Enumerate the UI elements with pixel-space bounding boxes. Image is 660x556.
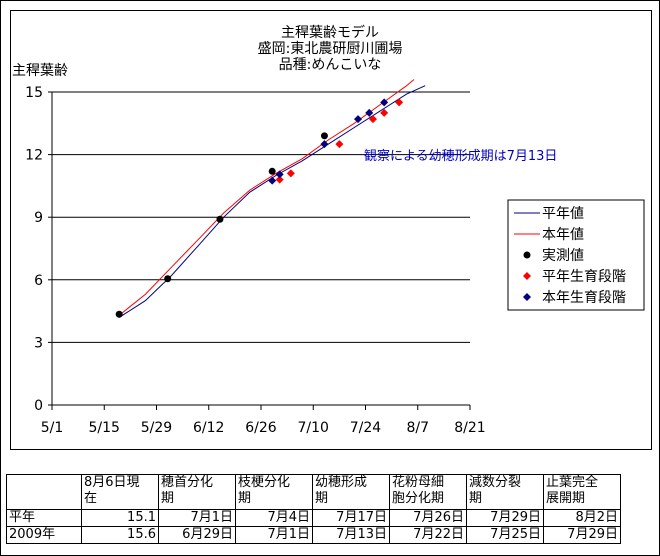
table-header-row: 8月6日現在穂首分化期枝梗分化期幼穂形成期花粉母細 胞分化期 減数分裂期止葉完全 展開… xyxy=(6,474,621,510)
table-cell: 15.6 xyxy=(81,526,159,544)
table-header-cell: 8月6日現在 xyxy=(81,474,159,510)
title-line-3: 品種:めんこいな xyxy=(279,57,382,73)
table-cell: 7月4日 xyxy=(235,509,313,527)
y-tick-label: 15 xyxy=(25,85,43,101)
series xyxy=(115,79,426,318)
legend-label: 平年生育段階 xyxy=(542,269,626,285)
table-cell: 7月25日 xyxy=(466,526,544,544)
table-header-cell: 枝梗分化期 xyxy=(235,474,313,510)
table-header-cell xyxy=(6,474,82,510)
legend-box xyxy=(507,199,645,311)
x-tick-label: 8/7 xyxy=(406,420,429,436)
stage-point xyxy=(380,108,389,117)
header-line: 展開期 xyxy=(546,491,586,506)
header-line: 減数分裂 xyxy=(469,475,522,490)
data-point xyxy=(320,132,328,140)
legend-label: 平年値 xyxy=(542,206,584,222)
stage-point xyxy=(380,98,389,107)
annotation-text: 観察による幼穂形成期は7月13日 xyxy=(364,149,557,164)
header-line: 胞分化期 xyxy=(392,491,445,506)
table-cell: 7月22日 xyxy=(389,526,467,544)
stage-point xyxy=(320,140,329,149)
header-line: 期 xyxy=(238,491,252,506)
table-cell: 7月1日 xyxy=(235,526,313,544)
table-row: 2009年 15.6 6月29日 7月1日 7月13日 7月22日 7月25日 7月29日 xyxy=(6,526,621,544)
table-cell: 7月29日 xyxy=(543,526,621,544)
legend-label: 本年生育段階 xyxy=(542,290,626,306)
table-row: 平年 15.1 7月1日 7月4日 7月17日 7月26日 7月29日 8月2日 xyxy=(6,509,621,527)
y-tick-label: 9 xyxy=(34,210,43,226)
x-tick-label: 7/24 xyxy=(350,420,382,436)
table-header-cell: 穂首分化期 xyxy=(158,474,236,510)
header-line: 期 xyxy=(469,491,483,506)
x-tick-label: 5/29 xyxy=(141,420,172,436)
y-axis-label: 主稈葉齢 xyxy=(12,63,68,79)
header-line: 8月6日現 xyxy=(84,475,140,490)
x-tick-label: 7/10 xyxy=(298,420,329,436)
header-line: 花粉母細 xyxy=(392,475,445,490)
stage-point xyxy=(368,115,377,124)
gridlines xyxy=(52,91,470,343)
table-header-cell: 止葉完全 展開期 xyxy=(543,474,621,510)
table-cell: 15.1 xyxy=(81,509,159,527)
stage-point xyxy=(335,140,344,149)
data-point xyxy=(164,275,172,283)
header-line: 穂首分化 xyxy=(161,475,214,490)
stage-point xyxy=(365,108,374,117)
legend-diamond-swatch xyxy=(523,272,531,280)
data-point xyxy=(115,310,123,318)
table-header-cell: 幼穂形成期 xyxy=(312,474,390,510)
table-header-cell: 花粉母細 胞分化期 xyxy=(389,474,467,510)
legend-circle-swatch xyxy=(523,251,531,259)
x-tick-label: 5/1 xyxy=(41,420,64,436)
row-label: 平年 xyxy=(6,509,82,527)
legend-label: 実測値 xyxy=(542,248,584,264)
row-label: 2009年 xyxy=(6,526,82,544)
stage-point xyxy=(354,115,363,124)
header-line: 期 xyxy=(315,491,329,506)
x-tick-label: 8/21 xyxy=(454,420,485,436)
chart-area xyxy=(10,10,652,450)
data-point xyxy=(268,167,276,175)
table-cell: 7月13日 xyxy=(312,526,390,544)
legend-label: 本年値 xyxy=(542,227,584,243)
header-line: 在 xyxy=(84,491,98,506)
growth-stage-table: 8月6日現在穂首分化期枝梗分化期幼穂形成期花粉母細 胞分化期 減数分裂期止葉完全 展開… xyxy=(6,474,621,544)
y-tick-label: 3 xyxy=(34,335,43,351)
y-tick-label: 0 xyxy=(34,398,43,414)
table-header-cell: 減数分裂期 xyxy=(466,474,544,510)
y-tick-label: 6 xyxy=(34,273,43,289)
series-line xyxy=(118,79,415,316)
x-tick-label: 5/15 xyxy=(89,420,120,436)
header-line: 期 xyxy=(161,491,175,506)
y-tick-label: 12 xyxy=(25,148,43,164)
stage-point xyxy=(275,170,284,179)
stage-point xyxy=(286,169,295,178)
table-cell: 7月29日 xyxy=(466,509,544,527)
table-cell: 7月17日 xyxy=(312,509,390,527)
header-line: 幼穂形成 xyxy=(315,475,368,490)
stage-point xyxy=(268,176,277,185)
header-line: 枝梗分化 xyxy=(238,475,291,490)
series-line xyxy=(118,85,426,318)
table-cell: 7月26日 xyxy=(389,509,467,527)
table-cell: 8月2日 xyxy=(543,509,621,527)
table-cell: 6月29日 xyxy=(158,526,236,544)
stage-point xyxy=(275,175,284,184)
legend-diamond-swatch xyxy=(523,293,531,301)
title-line-2: 盛岡:東北農研厨川圃場 xyxy=(258,41,403,57)
table-cell: 7月1日 xyxy=(158,509,236,527)
data-point xyxy=(216,215,224,223)
header-line: 止葉完全 xyxy=(546,475,599,490)
axes: 0 3 6 9 12 15 5/1 5/15 5/29 6/12 6/26 7/10 7/24 8/7 8/… xyxy=(25,85,486,436)
x-tick-label: 6/26 xyxy=(245,420,277,436)
stage-point xyxy=(395,98,404,107)
title-line-1: 主稈葉齢モデル xyxy=(281,24,379,41)
x-tick-label: 6/12 xyxy=(193,420,224,436)
